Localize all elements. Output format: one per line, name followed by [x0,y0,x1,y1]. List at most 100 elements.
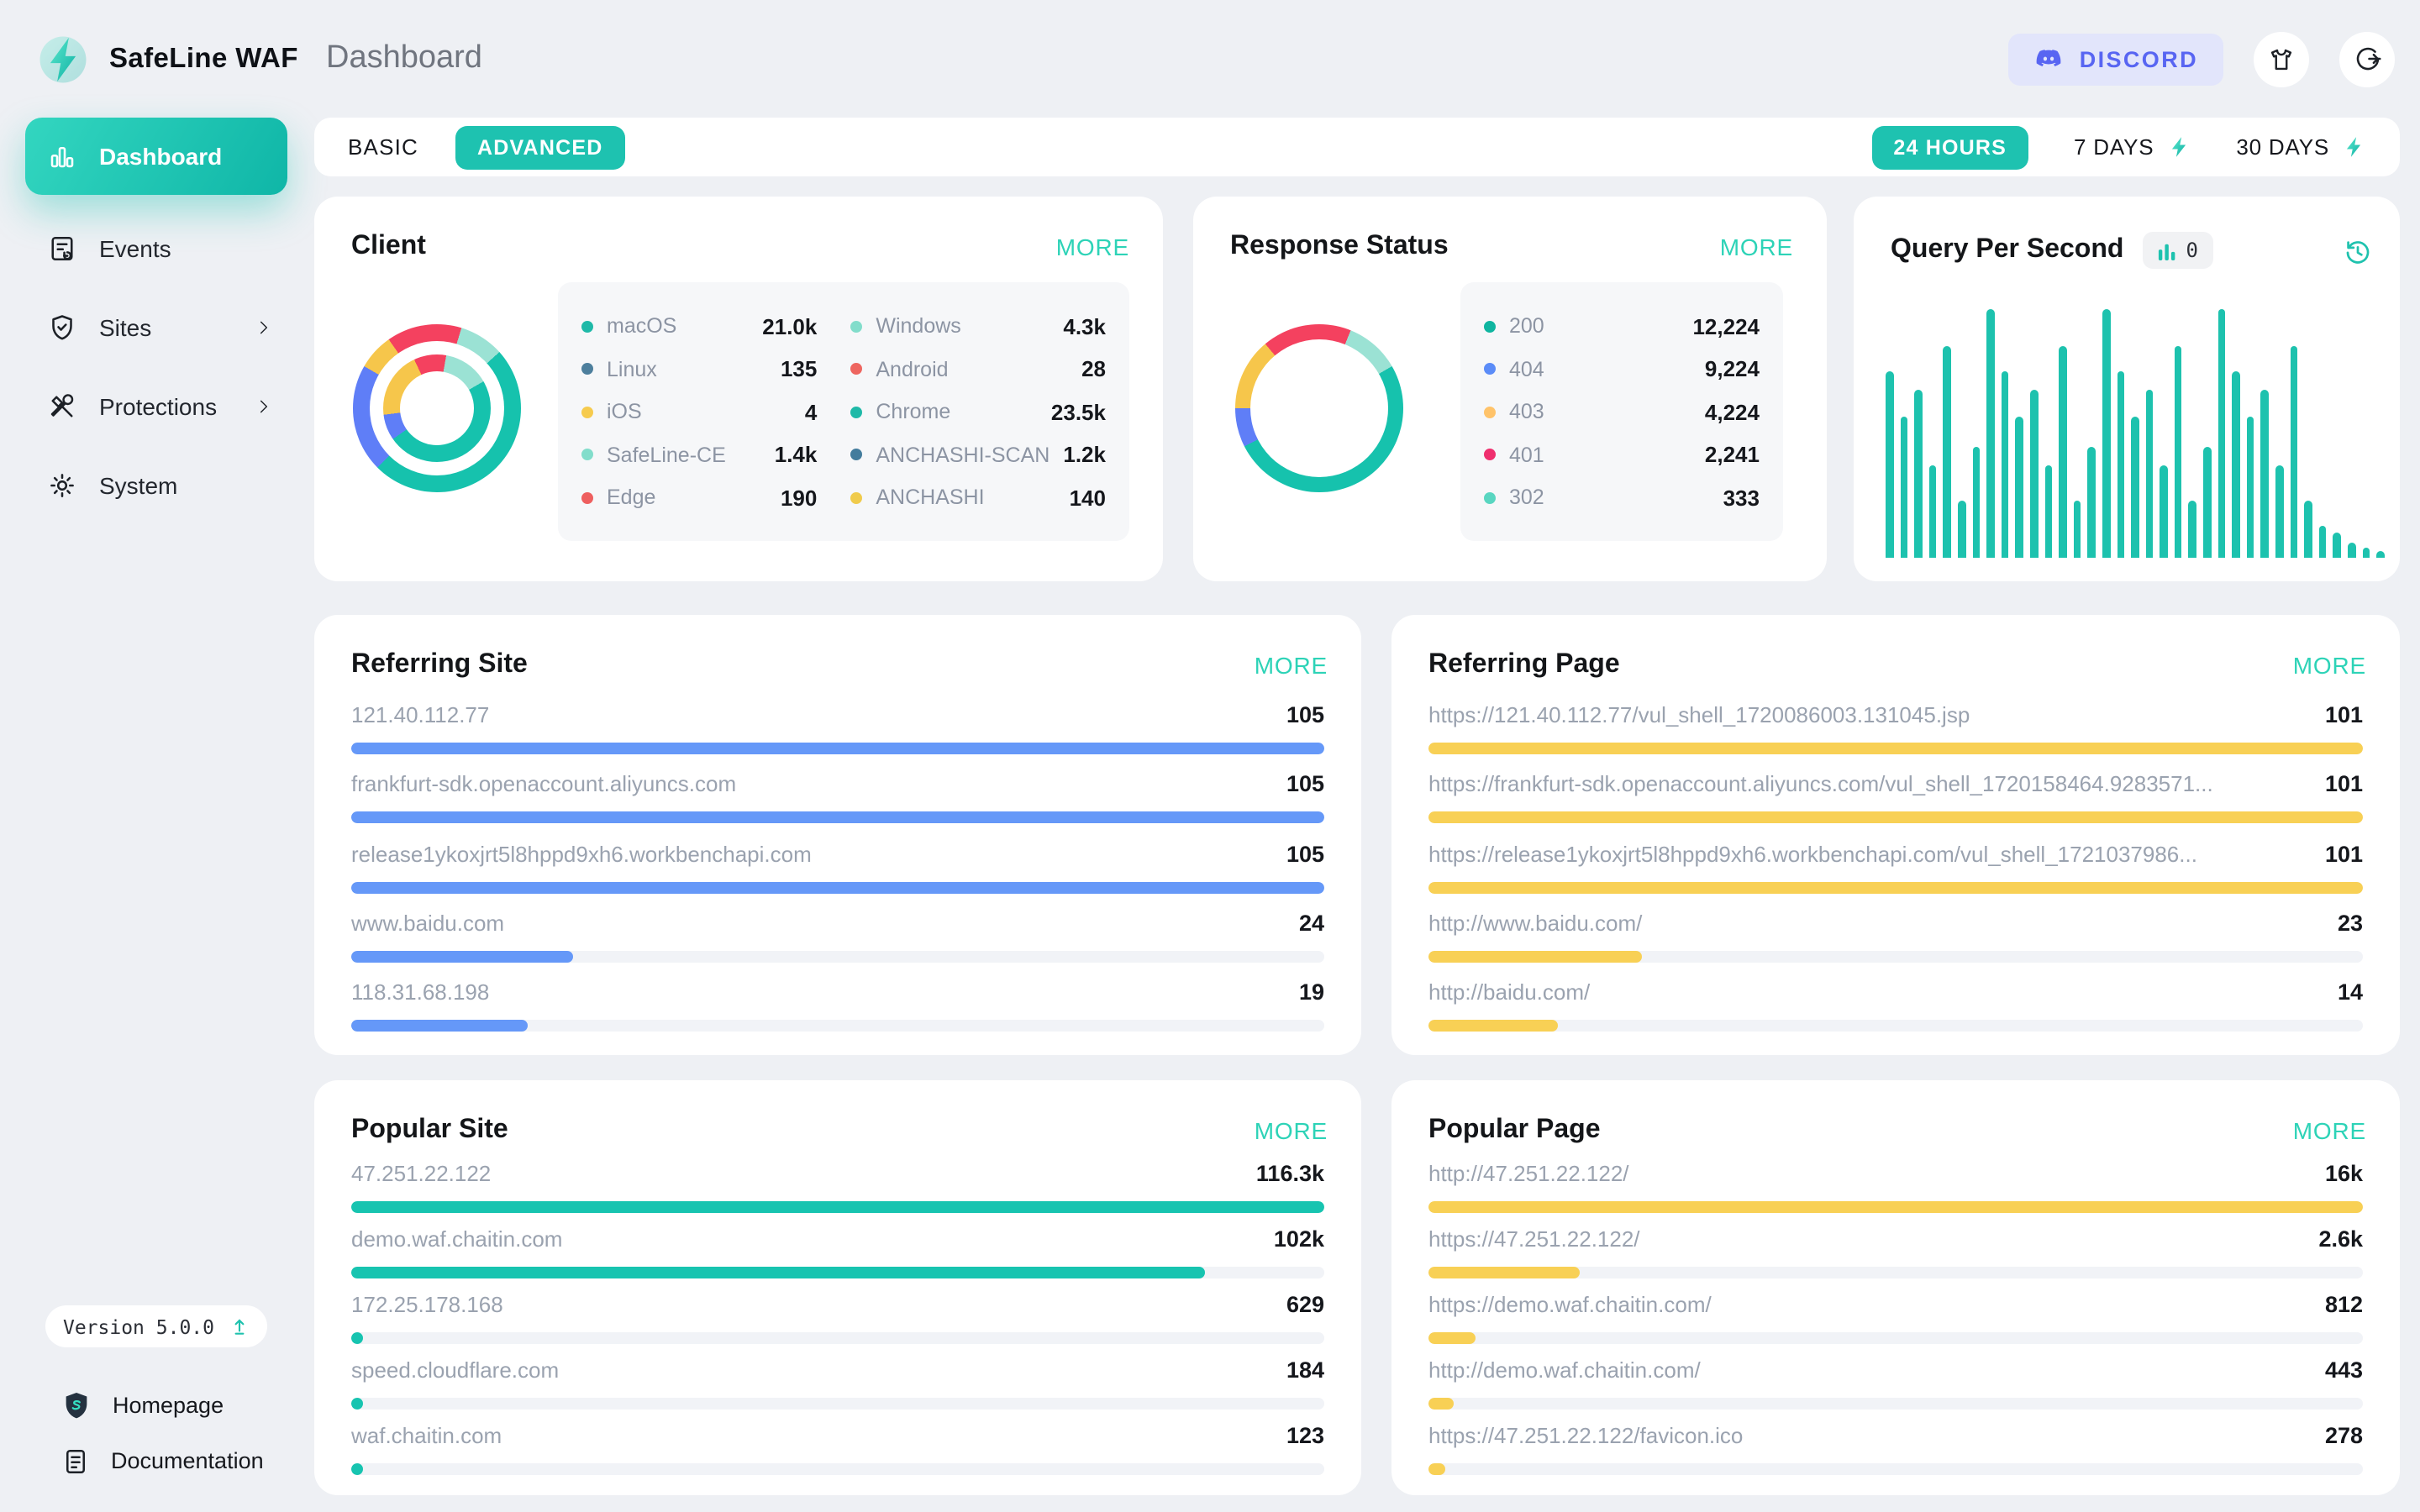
legend-item: 200 12,224 [1484,313,1760,339]
range-7-days[interactable]: 7 DAYS [2074,134,2191,160]
topbar-actions: DISCORD [2008,31,2420,87]
bar-chart-icon [50,146,74,168]
popular-page-more-link[interactable]: MORE [2292,1117,2366,1144]
sidebar-item-events[interactable]: Events [25,212,287,286]
discord-icon [2034,44,2065,74]
rank-value: 23 [2337,910,2363,936]
rank-bar-fill [351,1201,1324,1213]
donut-hole [1250,339,1388,477]
view-toolbar: BASIC ADVANCED 24 HOURS 7 DAYS 30 DAYS [314,118,2400,176]
legend-item: SafeLine-CE 1.4k [581,442,817,467]
rank-bar-fill [351,950,574,963]
sidebar-item-dashboard[interactable]: Dashboard [25,118,287,195]
rank-bar-track [1428,1332,2363,1344]
legend-value: 23.5k [1050,399,1106,424]
rank-value: 116.3k [1255,1161,1324,1186]
homepage-link[interactable]: Homepage [0,1378,313,1433]
events-icon [51,236,73,261]
time-range-group: 24 HOURS 7 DAYS 30 DAYS [1871,125,2366,169]
tools-icon [50,394,74,417]
rank-label: speed.cloudflare.com [351,1357,560,1383]
rank-label: https://47.251.22.122/favicon.ico [1428,1423,1744,1448]
referring-page-more-link[interactable]: MORE [2292,652,2366,679]
legend-value: 4.3k [1063,313,1106,339]
version-badge[interactable]: Version 5.0.0 [45,1305,267,1347]
legend-dot [581,320,593,332]
qps-current-badge: 0 [2142,232,2213,269]
history-icon[interactable] [2343,237,2373,267]
logout-button[interactable] [2339,31,2395,87]
rank-bar-fill [351,811,1324,824]
qps-bar [2376,550,2385,558]
qps-bar [1943,346,1951,558]
response-status-donut-ring [1235,324,1403,492]
popular-site-more-link[interactable]: MORE [1254,1117,1328,1144]
rank-row: http://47.251.22.122/ 16k [1428,1161,2363,1213]
discord-button[interactable]: DISCORD [2008,33,2223,85]
legend-dot [1484,449,1496,460]
range-30-days[interactable]: 30 DAYS [2236,134,2366,160]
qps-bar [2001,371,2009,558]
legend-dot [581,363,593,375]
legend-value: 140 [1069,485,1106,510]
referring-page-list: https://121.40.112.77/vul_shell_17200860… [1428,702,2363,1032]
rank-label: http://demo.waf.chaitin.com/ [1428,1357,1701,1383]
rank-bar-fill [351,1398,363,1410]
sidebar-item-system[interactable]: System [25,449,287,522]
legend-value: 4 [804,399,818,424]
theme-skin-button[interactable] [2254,31,2309,87]
legend-dot [1484,363,1496,375]
rank-bar-fill [1428,950,1642,963]
rank-label: https://121.40.112.77/vul_shell_17200860… [1428,702,1970,727]
legend-dot [850,320,863,332]
legend-dot [850,491,863,503]
rank-value: 123 [1286,1423,1324,1448]
rank-value: 278 [2324,1423,2363,1448]
qps-bar [2117,371,2125,558]
legend-value: 21.0k [762,313,818,339]
qps-bar [2044,465,2053,558]
legend-value: 2,241 [1704,442,1760,467]
sidebar-item-sites[interactable]: Sites [25,291,287,365]
legend-item: Linux 135 [581,356,817,381]
qps-bar [2174,346,2182,558]
rank-row: 47.251.22.122 116.3k [351,1161,1324,1213]
card-title: Referring Site [351,650,528,679]
referring-site-list: 121.40.112.77 105 frankfurt-sdk.openacco… [351,702,1324,1032]
referring-site-more-link[interactable]: MORE [1254,652,1328,679]
rank-bar-track [351,1267,1324,1278]
tab-basic[interactable]: BASIC [348,134,419,160]
qps-bar [2318,525,2327,558]
qps-current-value: 0 [2186,239,2198,262]
qps-bar [2217,308,2226,558]
legend-dot [850,406,863,417]
range-7-days-label: 7 DAYS [2074,134,2154,160]
legend-item: macOS 21.0k [581,313,817,339]
documentation-link[interactable]: Documentation [0,1433,313,1488]
rank-bar-fill [351,1020,528,1032]
response-status-more-link[interactable]: MORE [1719,234,1793,260]
rank-row: 172.25.178.168 629 [351,1292,1324,1344]
legend-value: 1.4k [774,442,818,467]
legend-label: Chrome [876,400,951,423]
rank-value: 629 [1286,1292,1324,1317]
rank-bar-track [1428,1267,2363,1278]
legend-label: Linux [607,357,657,381]
legend-value: 190 [780,485,818,510]
rank-row: waf.chaitin.com 123 [351,1423,1324,1475]
client-legend: macOS 21.0k Windows 4.3k Linux 135 Andro… [558,282,1129,541]
qps-bar [2073,500,2081,558]
topbar: SafeLine WAF Dashboard DISCORD [0,0,2420,118]
client-more-link[interactable]: MORE [1055,234,1129,260]
rank-value: 184 [1286,1357,1324,1383]
legend-label: macOS [607,314,677,338]
sidebar-item-protections[interactable]: Protections [25,370,287,444]
tab-advanced[interactable]: ADVANCED [455,125,625,169]
legend-item: ANCHASHI-SCAN 1.2k [850,442,1106,467]
rank-value: 101 [2324,841,2363,866]
qps-bar [2029,389,2039,558]
qps-bar [2102,308,2110,558]
qps-bar-chart [1886,306,2385,558]
rank-label: https://frankfurt-sdk.openaccount.aliyun… [1428,771,2213,797]
range-24-hours[interactable]: 24 HOURS [1871,125,2028,169]
